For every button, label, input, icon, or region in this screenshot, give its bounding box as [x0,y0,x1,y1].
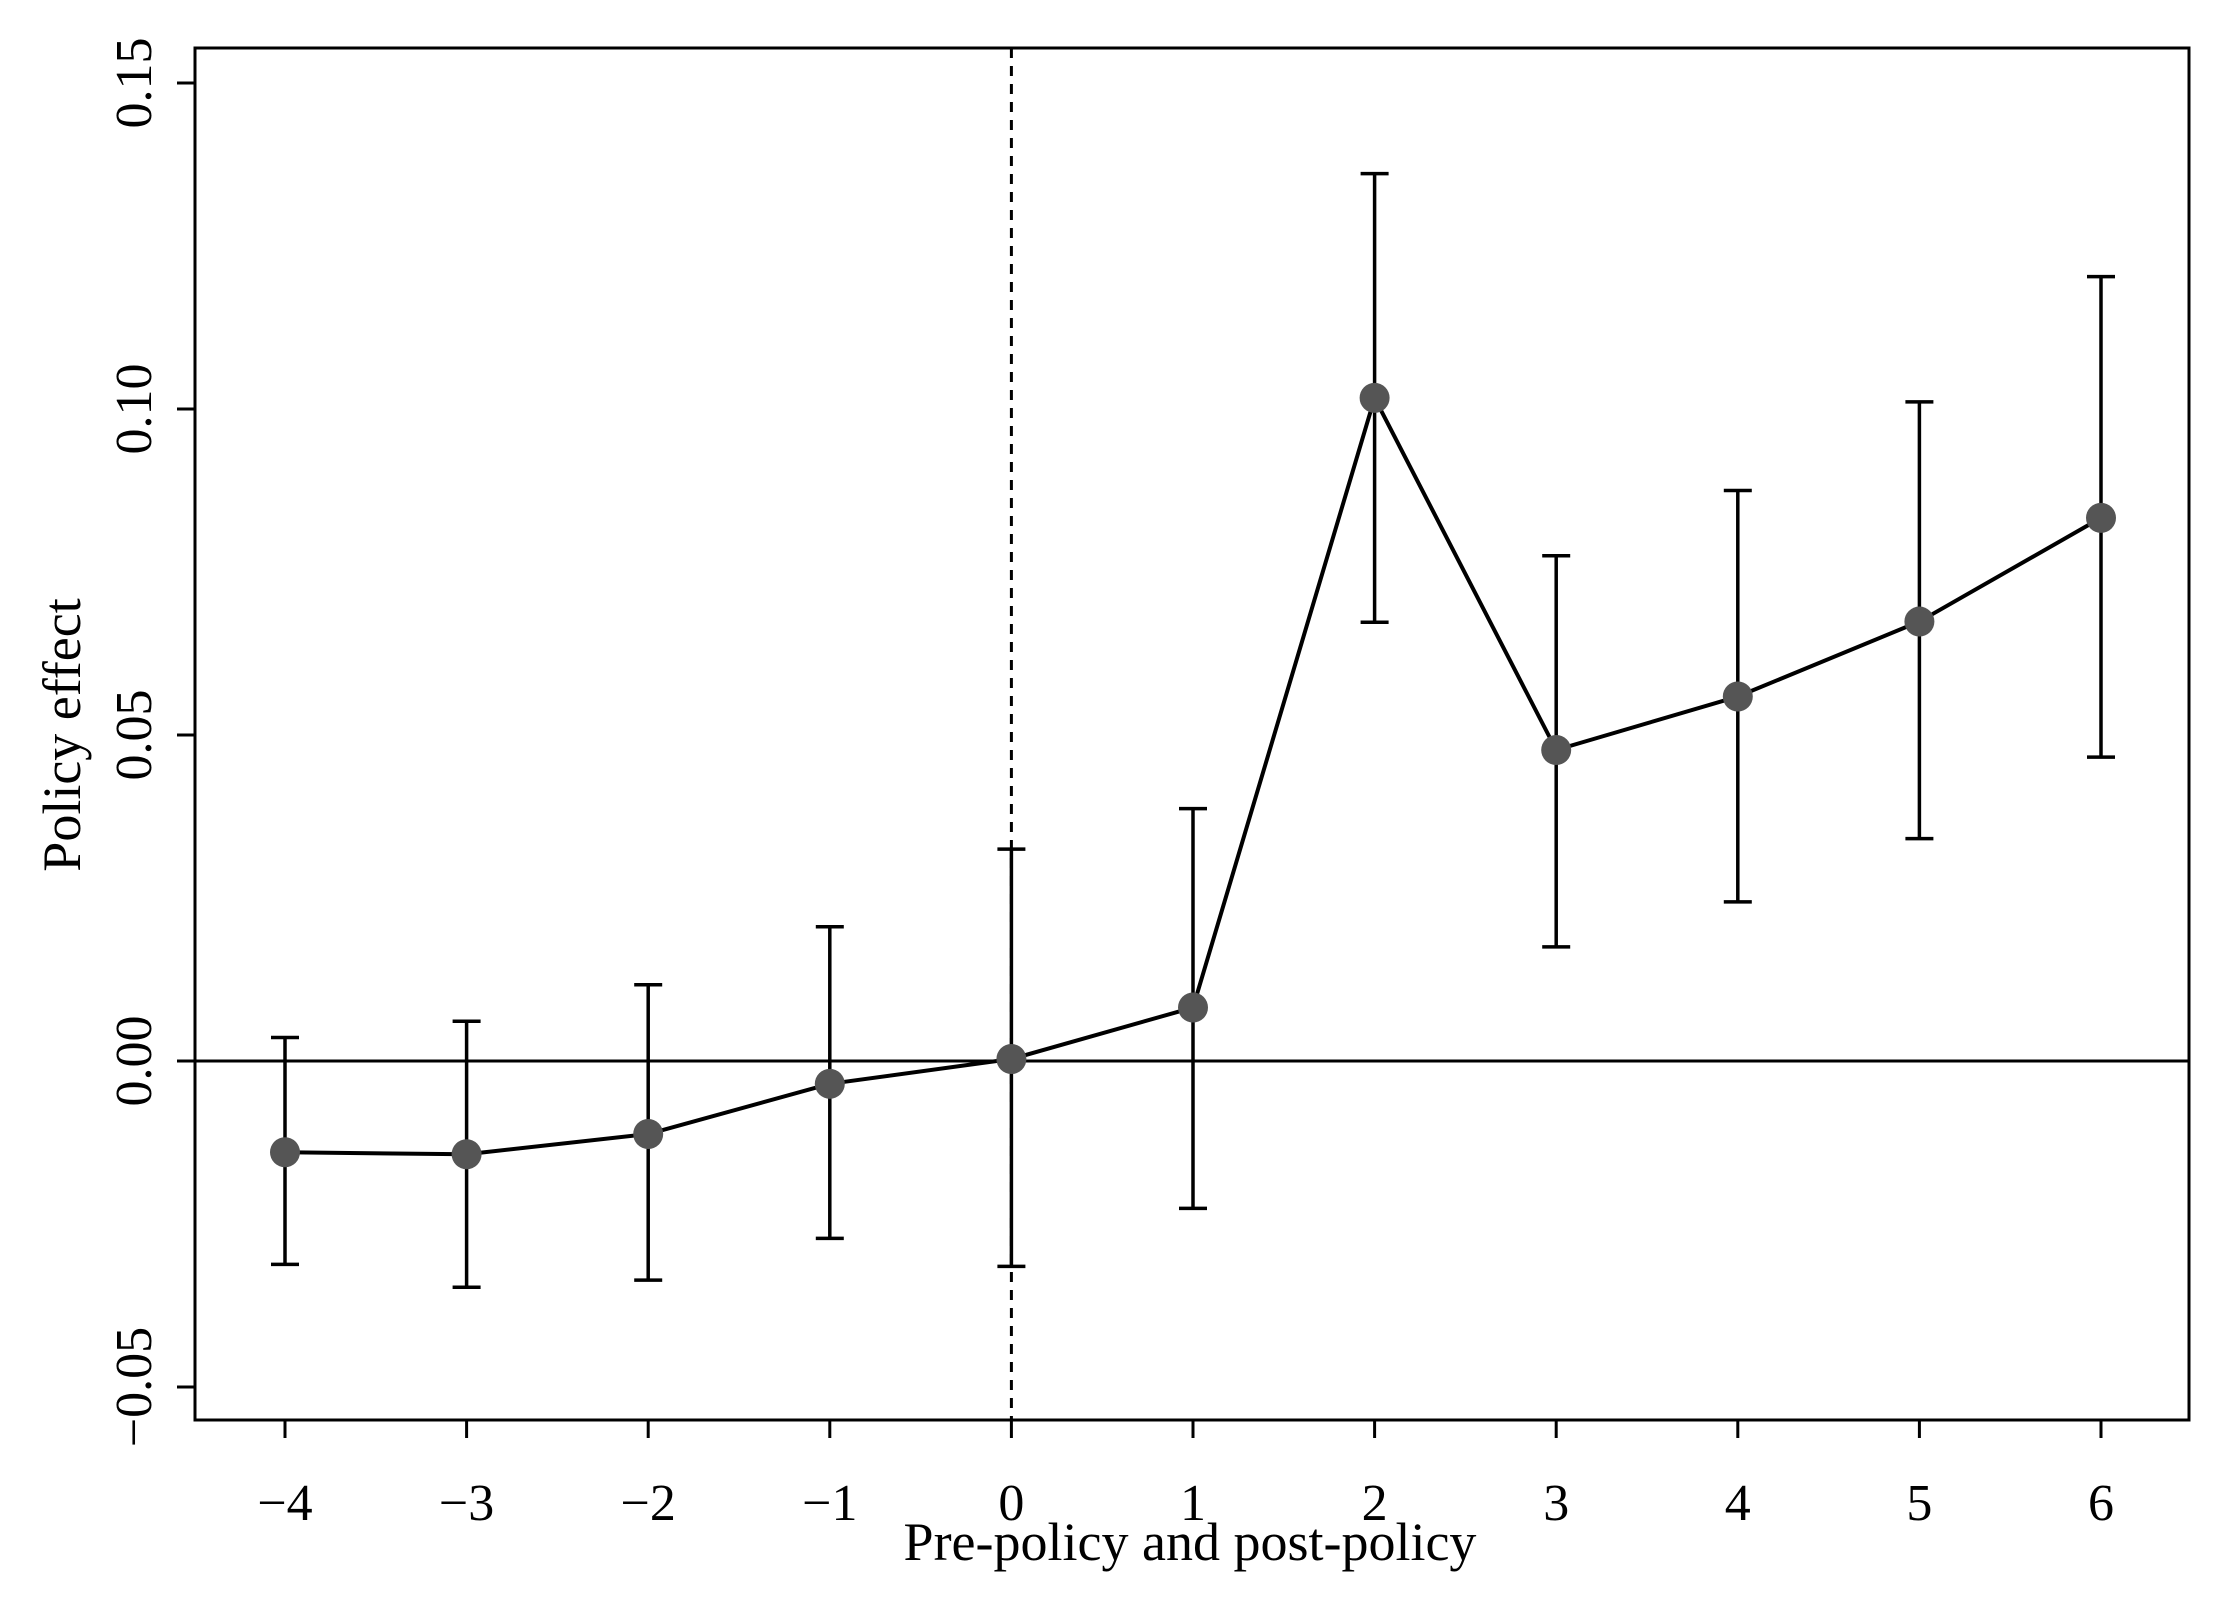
x-tick-label: 1 [1180,1475,1206,1532]
plot-frame [193,46,2191,1422]
x-tick-label: −4 [257,1475,312,1532]
estimate-point [1904,606,1935,637]
estimate-point [451,1139,482,1170]
estimate-point [814,1068,845,1099]
estimate-point [2086,502,2116,533]
estimate-point [1722,681,1753,712]
x-axis-title: Pre-policy and post-policy [904,1512,1477,1572]
x-tick-label: 3 [1543,1475,1569,1532]
y-tick-label: 0.15 [106,38,163,129]
x-tick-label: −2 [621,1475,676,1532]
estimate-point [1359,382,1390,413]
x-tick-label: 4 [1725,1475,1751,1532]
confidence-intervals [271,171,2115,1289]
x-axis: −4 −3 −2 −1 0 1 2 3 4 5 6 [257,1420,2114,1532]
estimate-point [1541,734,1572,765]
y-axis-title: Policy effect [32,598,92,871]
estimate-point [1178,992,1208,1023]
estimate-point [996,1044,1027,1075]
estimate-series [270,382,2116,1170]
reference-lines [195,48,2189,1420]
estimate-point [270,1137,300,1168]
x-tick-label: −1 [802,1475,857,1532]
y-tick-label: 0.10 [106,364,163,455]
x-tick-label: 6 [2088,1475,2114,1532]
y-tick-label: −0.05 [106,1327,163,1447]
x-tick-label: 0 [998,1475,1024,1532]
y-tick-label: 0.00 [106,1016,163,1107]
x-tick-label: −3 [439,1475,494,1532]
estimate-point [633,1119,664,1150]
y-tick-label: 0.05 [106,690,163,781]
x-tick-label: 5 [1906,1475,1932,1532]
x-tick-label: 2 [1362,1475,1388,1532]
y-axis: −0.05 0.00 0.05 0.10 0.15 [106,38,195,1447]
